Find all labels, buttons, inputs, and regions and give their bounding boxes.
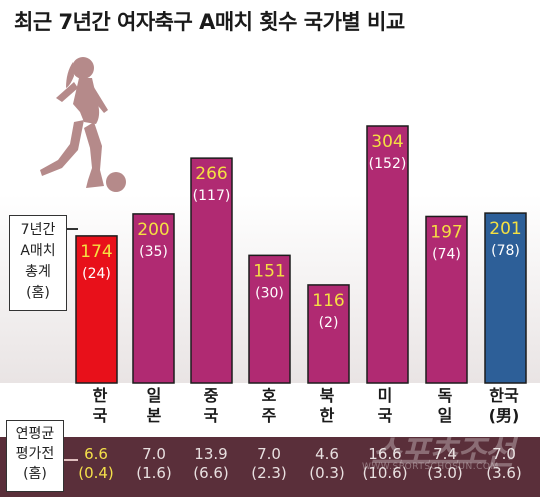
home-label-germany: (74) bbox=[432, 246, 461, 262]
value-labels-layer: 174 200 266 151 116 304 197 201 bbox=[80, 132, 521, 311]
home-label-japan: (35) bbox=[139, 244, 168, 260]
bar-china bbox=[190, 157, 233, 384]
avg-legend-line-1: 연평균 bbox=[15, 426, 55, 442]
watermark-url: WWW.SPORTSCHOSUN.COM bbox=[362, 462, 499, 472]
category-label-korea-men: 한국 (男) bbox=[488, 386, 520, 425]
bar-usa bbox=[366, 125, 409, 384]
home-label-usa: (152) bbox=[369, 156, 407, 172]
legend-connector-line bbox=[66, 228, 78, 230]
avg-connector-line bbox=[64, 459, 78, 461]
soccer-player-silhouette-icon bbox=[40, 57, 126, 192]
value-label-china: 266 bbox=[195, 164, 227, 184]
bar-germany bbox=[425, 215, 468, 384]
bar-australia bbox=[248, 254, 291, 384]
avg-legend-line-2: 평가전 bbox=[15, 446, 55, 462]
chart-title: 최근 7년간 여자축구 A매치 횟수 국가별 비교 bbox=[14, 10, 405, 34]
value-label-korea-men: 201 bbox=[489, 219, 521, 239]
home-label-korea: (24) bbox=[82, 266, 111, 282]
avg-value-germany: 7.4 (3.0) bbox=[427, 445, 463, 482]
home-label-north-korea: (2) bbox=[319, 315, 339, 331]
yearly-average-legend-box: 연평균 평가전 (홈) bbox=[6, 420, 64, 492]
value-label-japan: 200 bbox=[137, 220, 169, 240]
value-label-usa: 304 bbox=[371, 132, 403, 152]
value-label-north-korea: 116 bbox=[312, 291, 344, 311]
avg-value-korea: 6.6 (0.4) bbox=[78, 445, 114, 482]
avg-value-usa: 16.6 (10.6) bbox=[362, 445, 408, 482]
country-label-band bbox=[0, 383, 540, 437]
avg-value-japan: 7.0 (1.6) bbox=[136, 445, 172, 482]
legend-line-3: 총계 bbox=[25, 264, 51, 280]
value-label-germany: 197 bbox=[430, 222, 462, 242]
bar-korea bbox=[75, 235, 118, 384]
yearly-average-band bbox=[0, 437, 540, 497]
bar-japan bbox=[132, 213, 175, 384]
bar-north-korea bbox=[307, 284, 350, 384]
sportschosun-watermark: 스포츠조선 bbox=[370, 433, 515, 473]
avg-value-north-korea: 4.6 (0.3) bbox=[309, 445, 345, 482]
avg-legend-line-3: (홈) bbox=[23, 466, 47, 482]
home-label-australia: (30) bbox=[255, 285, 284, 301]
avg-value-korea-men: 7.0 (3.6) bbox=[486, 445, 522, 482]
bar-korea-men bbox=[484, 212, 527, 384]
legend-line-1: 7년간 bbox=[20, 222, 56, 238]
avg-value-china: 13.9 (6.6) bbox=[193, 445, 229, 482]
legend-line-2: A매치 bbox=[20, 243, 56, 259]
value-label-korea: 174 bbox=[80, 242, 112, 262]
legend-line-4: (홈) bbox=[26, 285, 50, 301]
avg-value-australia: 7.0 (2.3) bbox=[251, 445, 287, 482]
value-label-australia: 151 bbox=[253, 261, 285, 281]
home-labels-layer: (24) (35) (117) (30) (2) (152) (74) (78) bbox=[82, 156, 520, 331]
home-label-korea-men: (78) bbox=[491, 243, 520, 259]
bars-layer bbox=[75, 125, 527, 384]
total-legend-box: 7년간 A매치 총계 (홈) bbox=[9, 215, 67, 311]
home-label-china: (117) bbox=[193, 188, 231, 204]
